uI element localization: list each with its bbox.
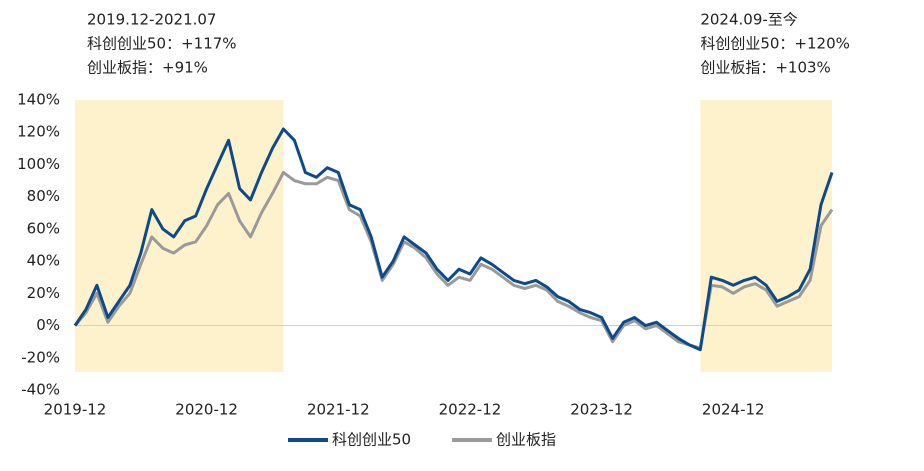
y-tick-label: -20% — [21, 348, 60, 366]
legend-label: 创业板指 — [496, 431, 556, 449]
y-tick-label: 140% — [17, 91, 60, 109]
annotation-text: 科创创业50：+117% — [87, 35, 237, 53]
y-tick-label: 0% — [36, 316, 60, 334]
y-tick-label: 120% — [17, 123, 60, 141]
highlight-region — [700, 100, 832, 372]
y-tick-label: 20% — [27, 284, 60, 302]
x-tick-label: 2024-12 — [702, 401, 765, 419]
legend-label: 科创创业50 — [332, 431, 411, 449]
x-tick-label: 2019-12 — [44, 401, 107, 419]
y-tick-label: -40% — [21, 381, 60, 399]
annotation-text: 2019.12-2021.07 — [87, 11, 216, 29]
annotation-text: 创业板指：+103% — [700, 59, 830, 77]
x-tick-label: 2023-12 — [570, 401, 633, 419]
annotation-text: 创业板指：+91% — [87, 59, 208, 77]
y-tick-label: 60% — [27, 219, 60, 237]
x-tick-label: 2022-12 — [439, 401, 502, 419]
y-tick-label: 100% — [17, 155, 60, 173]
annotation-text: 2024.09-至今 — [700, 11, 797, 29]
x-tick-label: 2021-12 — [307, 401, 370, 419]
annotation-text: 科创创业50：+120% — [700, 35, 850, 53]
y-tick-label: 40% — [27, 252, 60, 270]
y-tick-label: 80% — [27, 187, 60, 205]
series-line — [73, 127, 834, 352]
x-tick-label: 2020-12 — [175, 401, 238, 419]
